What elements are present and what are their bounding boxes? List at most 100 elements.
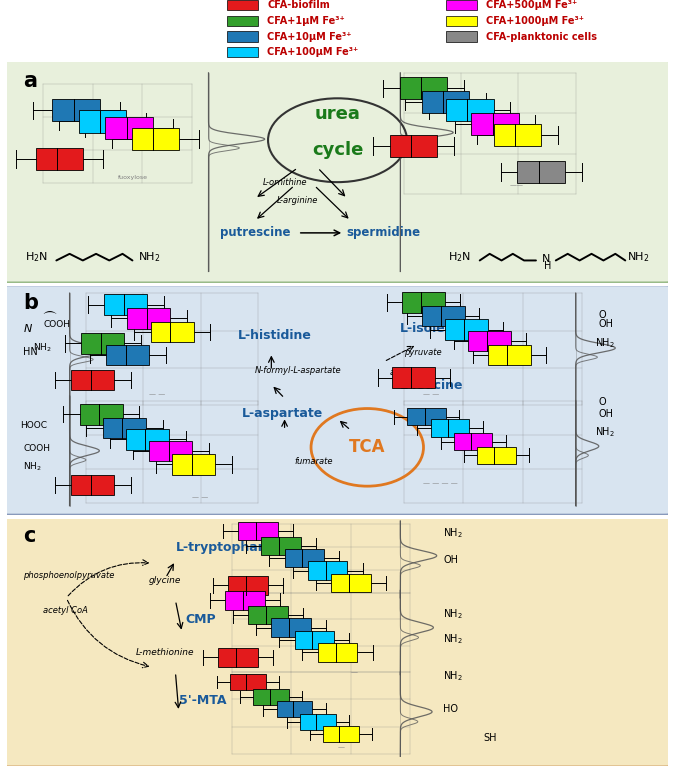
- Bar: [230, 674, 266, 690]
- Bar: [422, 306, 465, 327]
- Text: pyruvate: pyruvate: [404, 348, 441, 357]
- Bar: [277, 701, 313, 717]
- Text: ——: ——: [510, 183, 524, 189]
- Bar: [454, 433, 493, 450]
- Bar: [72, 474, 114, 495]
- Text: TCA: TCA: [349, 438, 385, 457]
- Bar: [402, 292, 445, 313]
- Text: OH: OH: [599, 409, 614, 419]
- Bar: [53, 99, 100, 122]
- Bar: [518, 161, 565, 183]
- Bar: [227, 47, 259, 57]
- Text: OH: OH: [599, 320, 614, 330]
- Text: $\frown$: $\frown$: [40, 303, 58, 317]
- Bar: [488, 344, 531, 365]
- Text: urea: urea: [315, 105, 360, 123]
- Bar: [103, 418, 146, 438]
- Text: NH$_2$: NH$_2$: [443, 526, 463, 539]
- Text: SH: SH: [483, 734, 497, 744]
- Text: NH$_2$: NH$_2$: [33, 341, 52, 354]
- Bar: [72, 370, 114, 390]
- Text: CFA+500μM Fe³⁺: CFA+500μM Fe³⁺: [485, 0, 577, 10]
- Bar: [446, 0, 477, 10]
- Text: a: a: [23, 70, 37, 91]
- Text: NH$_2$: NH$_2$: [443, 632, 463, 646]
- Text: CMP: CMP: [186, 612, 216, 625]
- Bar: [227, 31, 259, 42]
- Bar: [105, 117, 153, 139]
- Text: NH$_2$: NH$_2$: [595, 336, 616, 350]
- Text: — —: — —: [149, 391, 165, 397]
- Bar: [149, 440, 192, 461]
- Bar: [271, 618, 311, 637]
- Bar: [392, 368, 435, 388]
- Bar: [421, 91, 469, 113]
- Text: L-histidine: L-histidine: [238, 329, 312, 342]
- Bar: [80, 404, 123, 424]
- Text: putrescine: putrescine: [219, 226, 290, 239]
- Bar: [300, 714, 335, 730]
- FancyBboxPatch shape: [0, 517, 675, 766]
- Bar: [128, 308, 171, 329]
- Text: — —: — —: [192, 494, 208, 500]
- Bar: [105, 294, 147, 315]
- Bar: [238, 522, 278, 540]
- Text: CFA+10μM Fe³⁺: CFA+10μM Fe³⁺: [267, 32, 352, 42]
- Text: acetyl CoA: acetyl CoA: [390, 368, 435, 378]
- Bar: [126, 429, 169, 450]
- Bar: [318, 643, 357, 662]
- Bar: [248, 606, 288, 625]
- Text: COOH: COOH: [43, 320, 70, 330]
- Bar: [285, 549, 324, 567]
- Bar: [106, 344, 149, 365]
- Text: b: b: [23, 293, 38, 313]
- Text: L-aspartate: L-aspartate: [242, 406, 323, 420]
- Bar: [225, 591, 265, 610]
- Text: O: O: [599, 310, 606, 320]
- Bar: [331, 574, 371, 592]
- Text: NH$_2$: NH$_2$: [595, 425, 616, 439]
- Text: L-tryptophan: L-tryptophan: [176, 541, 267, 553]
- Text: L-methionine: L-methionine: [136, 648, 194, 657]
- Text: CFA+100μM Fe³⁺: CFA+100μM Fe³⁺: [267, 47, 358, 57]
- Text: —: —: [338, 744, 344, 750]
- Bar: [446, 15, 477, 26]
- Bar: [151, 322, 194, 342]
- Text: O: O: [599, 397, 606, 407]
- Bar: [81, 333, 124, 354]
- Bar: [36, 148, 84, 170]
- Text: OH: OH: [443, 555, 458, 565]
- Bar: [294, 631, 334, 649]
- Bar: [254, 689, 289, 705]
- Bar: [132, 128, 180, 150]
- Bar: [445, 320, 488, 340]
- Text: L-ornithine: L-ornithine: [263, 179, 307, 187]
- Text: NH$_2$: NH$_2$: [443, 670, 463, 683]
- FancyBboxPatch shape: [0, 61, 675, 283]
- Text: HO: HO: [443, 704, 458, 714]
- FancyBboxPatch shape: [0, 286, 675, 515]
- Bar: [389, 135, 437, 157]
- Bar: [400, 77, 448, 99]
- Text: COOH: COOH: [23, 444, 50, 453]
- Text: glycine: glycine: [149, 576, 182, 585]
- Text: NH$_2$: NH$_2$: [23, 460, 42, 473]
- Text: L-arginine: L-arginine: [277, 196, 319, 205]
- Text: spermidine: spermidine: [347, 226, 421, 239]
- Text: 5'-MTA: 5'-MTA: [179, 694, 226, 707]
- Text: fumarate: fumarate: [294, 457, 333, 467]
- Bar: [471, 113, 519, 135]
- Text: NH$_2$: NH$_2$: [627, 251, 650, 264]
- Bar: [261, 536, 301, 555]
- Bar: [446, 31, 477, 42]
- Bar: [408, 408, 446, 425]
- Bar: [79, 111, 126, 132]
- Text: phosphoenolpyruvate: phosphoenolpyruvate: [23, 571, 115, 580]
- Text: HOOC: HOOC: [20, 421, 47, 430]
- Text: — — — —: — — — —: [423, 480, 458, 486]
- Text: c: c: [23, 526, 36, 546]
- Bar: [228, 576, 268, 594]
- Text: L-isoleucine: L-isoleucine: [400, 322, 484, 335]
- Bar: [323, 726, 358, 742]
- Text: acetyl CoA: acetyl CoA: [43, 606, 88, 615]
